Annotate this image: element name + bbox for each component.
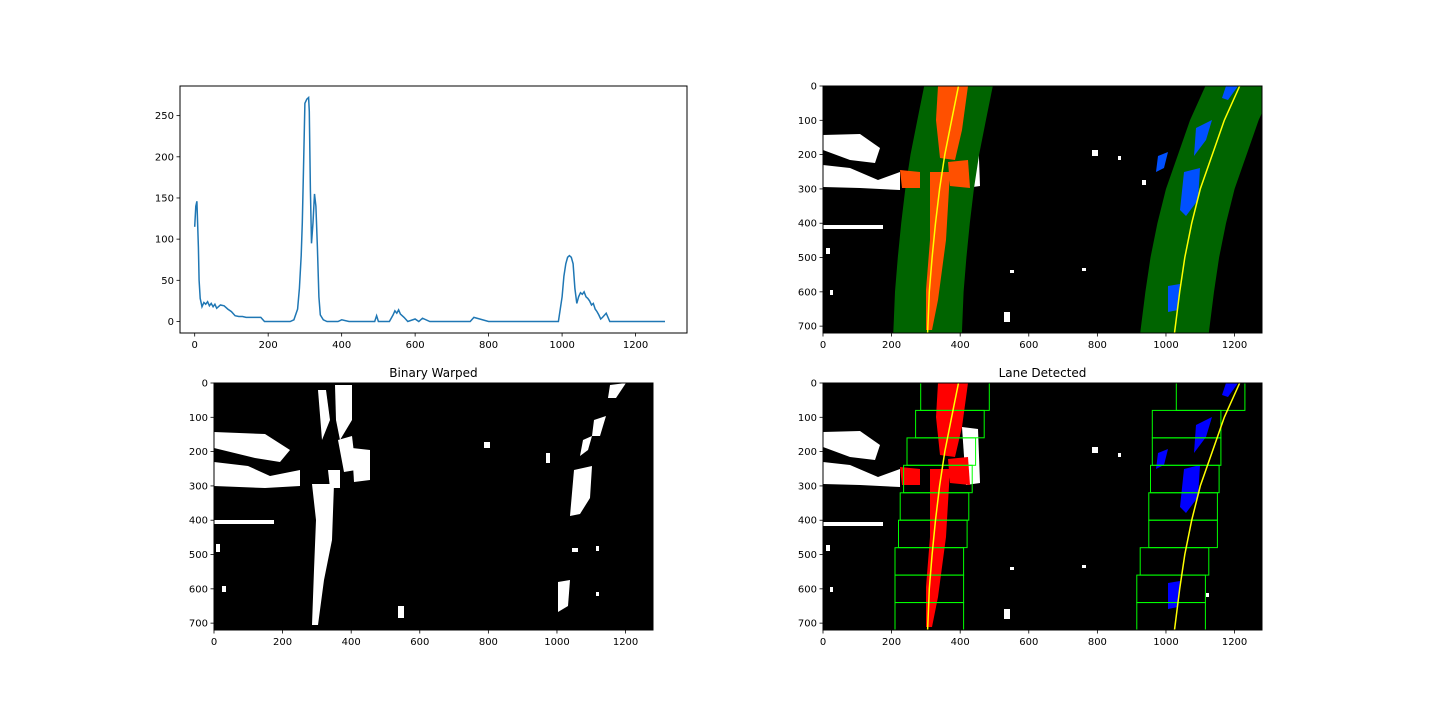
histogram-y-tick-label: 100	[155, 235, 174, 246]
histogram-panel: 0 200 400 600 800 1000 1200 0 50 100 150 200 250	[155, 85, 688, 351]
lane-detected-y-tick-label: 500	[798, 550, 817, 561]
lane-detected-image-background	[823, 383, 1262, 630]
lane-detected-x-tick-label: 800	[1088, 637, 1107, 648]
histogram-x-tick-label: 800	[479, 340, 498, 351]
histogram-x-tick-label: 200	[259, 340, 278, 351]
binary-warped-axes-frame	[213, 382, 654, 631]
histogram-x-tick-label: 1000	[549, 340, 574, 351]
search-band-y-tick-label: 200	[798, 150, 817, 161]
search-band-axes-frame	[822, 85, 1263, 334]
lane-detected-y-tick-label: 700	[798, 619, 817, 630]
histogram-x-tick-label: 0	[192, 340, 198, 351]
sliding-windows	[894, 383, 1246, 630]
search-band-y-tick-label: 100	[798, 116, 817, 127]
binary-warped-x-tick-label: 400	[342, 637, 361, 648]
lane-detected-x-tick-label: 200	[882, 637, 901, 648]
lane-detected-x-tick-label: 600	[1019, 637, 1038, 648]
search-band-y-tick-label: 0	[811, 82, 817, 93]
binary-warped-y-tick-label: 300	[189, 481, 208, 492]
binary-warped-y-tick-label: 500	[189, 550, 208, 561]
binary-warped-panel: Binary Warped	[189, 366, 654, 649]
lane-detected-axes-frame	[822, 382, 1263, 631]
binary-warped-y-tick-label: 200	[189, 447, 208, 458]
binary-warped-y-tick-label: 100	[189, 413, 208, 424]
lane-detected-y-tick-label: 300	[798, 481, 817, 492]
right-fit-line-d	[1173, 383, 1241, 630]
histogram-y-tick-label: 150	[155, 193, 174, 204]
lane-detected-y-tick-label: 100	[798, 413, 817, 424]
search-band-x-tick-label: 200	[882, 340, 901, 351]
left-lane-pixels-b	[900, 86, 970, 330]
lane-detected-y-tick-label: 0	[811, 379, 817, 390]
search-band-x-tick-label: 800	[1088, 340, 1107, 351]
lane-detected-ticks: 0 200 400 600 800 1000 1200 0 100 200 300 400 500 600…	[798, 379, 1247, 649]
binary-warped-white-pixels	[214, 383, 626, 625]
histogram-y-tick-label: 50	[161, 276, 174, 287]
binary-warped-y-tick-label: 0	[202, 379, 208, 390]
lane-detected-y-tick-label: 200	[798, 447, 817, 458]
search-band-y-tick-label: 500	[798, 253, 817, 264]
lane-detected-y-tick-label: 400	[798, 516, 817, 527]
search-band-x-tick-label: 600	[1019, 340, 1038, 351]
lane-detected-y-tick-label: 600	[798, 584, 817, 595]
histogram-x-tick-label: 600	[406, 340, 425, 351]
binary-warped-y-tick-label: 700	[189, 619, 208, 630]
search-band-y-tick-label: 300	[798, 184, 817, 195]
binary-warped-x-tick-label: 0	[211, 637, 217, 648]
histogram-line	[193, 95, 665, 323]
right-search-band	[1140, 86, 1262, 333]
left-fit-line-b	[926, 86, 960, 333]
binary-warped-x-tick-label: 600	[410, 637, 429, 648]
search-band-y-tick-label: 600	[798, 287, 817, 298]
lane-detected-x-tick-label: 1200	[1222, 637, 1247, 648]
binary-warped-image-background	[214, 383, 653, 630]
search-band-x-tick-label: 1200	[1222, 340, 1247, 351]
search-band-y-tick-label: 700	[798, 322, 817, 333]
histogram-y-tick-label: 200	[155, 152, 174, 163]
binary-warped-y-tick-label: 400	[189, 516, 208, 527]
right-fit-line-b	[1173, 86, 1241, 333]
histogram-x-tick-label: 1200	[623, 340, 648, 351]
histogram-y-tick-label: 250	[155, 111, 174, 122]
lane-detected-x-tick-label: 400	[951, 637, 970, 648]
binary-warped-x-tick-label: 1200	[613, 637, 638, 648]
binary-warped-title: Binary Warped	[389, 366, 477, 380]
binary-warped-y-tick-label: 600	[189, 584, 208, 595]
binary-warped-x-tick-label: 1000	[544, 637, 569, 648]
search-band-y-tick-label: 400	[798, 219, 817, 230]
lane-detected-title: Lane Detected	[999, 366, 1087, 380]
histogram-ticks: 0 200 400 600 800 1000 1200 0 50 100 150 200 250	[155, 111, 648, 351]
histogram-axes-frame	[179, 85, 688, 334]
lane-detected-x-tick-label: 1000	[1153, 637, 1178, 648]
search-band-panel: 0 200 400 600 800 1000 1200 0 100 200 300 400 500 600…	[798, 82, 1263, 352]
search-band-x-tick-label: 0	[820, 340, 826, 351]
binary-warped-ticks: 0 200 400 600 800 1000 1200 0 100 200 300 400 500 600…	[189, 379, 638, 649]
left-fit-line-d	[926, 383, 960, 630]
histogram-y-tick-label: 0	[168, 317, 174, 328]
histogram-x-tick-label: 400	[332, 340, 351, 351]
binary-warped-x-tick-label: 200	[273, 637, 292, 648]
search-band-ticks: 0 200 400 600 800 1000 1200 0 100 200 300 400 500 600…	[798, 82, 1247, 352]
lane-detected-x-tick-label: 0	[820, 637, 826, 648]
search-band-x-tick-label: 1000	[1153, 340, 1178, 351]
search-band-x-tick-label: 400	[951, 340, 970, 351]
binary-warped-x-tick-label: 800	[479, 637, 498, 648]
right-lane-pixels-b	[1156, 86, 1238, 312]
lane-detected-panel: Lane Detected	[798, 366, 1263, 649]
